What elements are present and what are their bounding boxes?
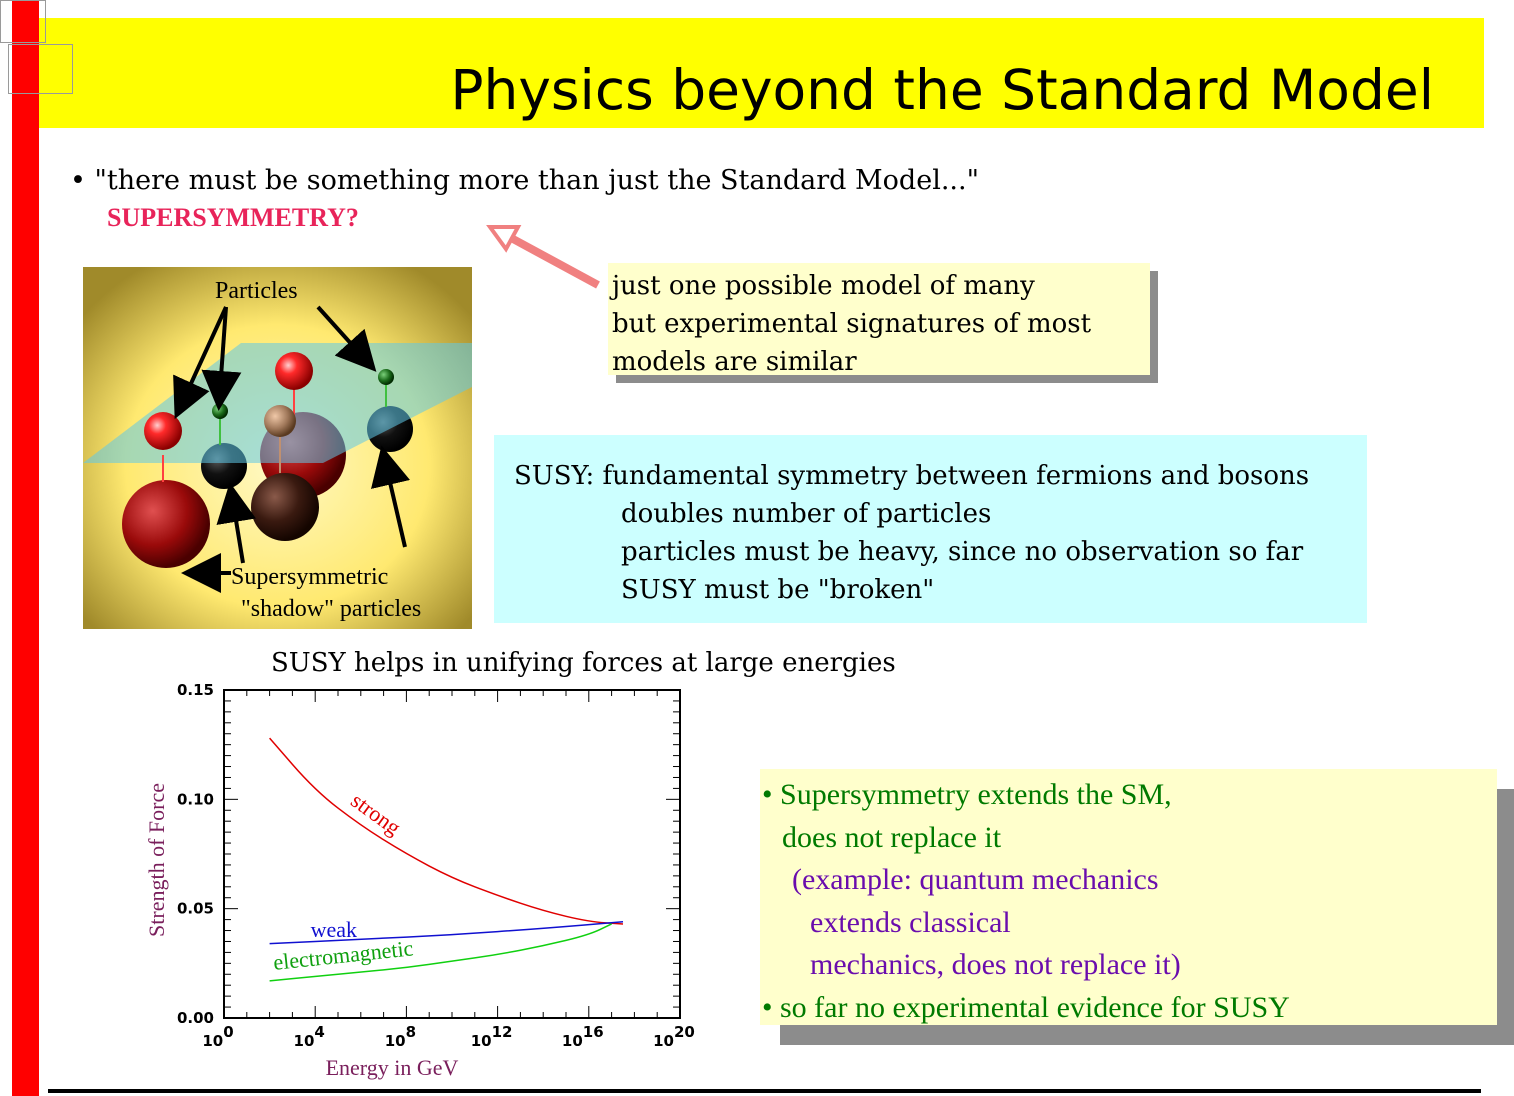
x-tick-label: 104 [294, 1023, 325, 1050]
force-unification-chart: 0.00 0.05 0.10 0.15 100 104 108 1012 1016 1020 Ene… [144, 681, 695, 1080]
conclusion-line: extends classical [810, 905, 1011, 939]
susy-line: SUSY must be "broken" [621, 575, 935, 605]
conclusion-line: (example: quantum mechanics [792, 863, 1159, 896]
y-tick-label: 0.15 [177, 681, 214, 699]
page-title: Physics beyond the Standard Model [450, 58, 1434, 122]
label-shadow-particles: "shadow" particles [241, 596, 421, 622]
series-line-strong [269, 737, 624, 925]
x-axis-label: Energy in GeV [326, 1055, 459, 1080]
conclusion-line: • so far no experimental evidence for SU… [762, 990, 1290, 1024]
conclusion-line: mechanics, does not replace it) [810, 948, 1181, 981]
susy-line: doubles number of particles [621, 499, 992, 529]
pointer-arrow [486, 225, 600, 289]
x-tick-label: 1016 [562, 1023, 604, 1050]
placeholder-image-icon [0, 0, 46, 43]
y-tick-label: 0.05 [177, 900, 214, 918]
left-red-bar [12, 0, 39, 1096]
chart-caption: SUSY helps in unifying forces at large e… [271, 648, 896, 678]
susy-definition-box: SUSY: fundamental symmetry between fermi… [494, 435, 1367, 623]
y-tick-label: 0.10 [177, 790, 214, 808]
series-line-weak [269, 921, 624, 945]
placeholder-image-icon [8, 44, 73, 94]
series-label-weak: weak [311, 917, 357, 942]
note-line: but experimental signatures of most [612, 309, 1092, 339]
x-tick-label: 100 [202, 1023, 233, 1050]
series-line-electromagnetic [269, 923, 612, 982]
label-particles: Particles [215, 278, 298, 304]
supersymmetry-question: SUPERSYMMETRY? [107, 203, 359, 232]
x-tick-label: 1012 [471, 1023, 513, 1050]
bottom-rule [48, 1089, 1481, 1093]
conclusions-box: • Supersymmetry extends the SM, does not… [760, 769, 1497, 1025]
title-bar: Physics beyond the Standard Model [39, 18, 1484, 128]
label-supersymmetric: Supersymmetric [231, 564, 388, 590]
conclusion-line: • Supersymmetry extends the SM, [762, 778, 1172, 811]
series-label-strong: strong [346, 788, 405, 841]
y-tick-label: 0.00 [177, 1009, 214, 1027]
model-note: just one possible model of many but expe… [608, 263, 1150, 377]
conclusion-line: does not replace it [782, 820, 1002, 854]
x-tick-label: 1020 [653, 1023, 695, 1050]
supersymmetry-illustration: Particles Supersymmetric "shadow" partic… [83, 267, 472, 629]
y-axis-label: Strength of Force [144, 783, 169, 937]
bullet-quote: • "there must be something more than jus… [70, 165, 979, 196]
note-line: just one possible model of many [612, 271, 1035, 301]
x-tick-label: 108 [385, 1023, 416, 1050]
note-line: models are similar [612, 347, 857, 377]
susy-line: SUSY: fundamental symmetry between fermi… [514, 461, 1310, 491]
susy-line: particles must be heavy, since no observ… [621, 537, 1304, 567]
